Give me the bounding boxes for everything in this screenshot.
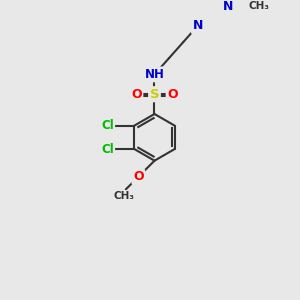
Text: S: S	[150, 88, 159, 101]
Text: O: O	[133, 170, 144, 183]
Text: O: O	[131, 88, 142, 101]
Text: N: N	[223, 0, 233, 13]
Text: NH: NH	[145, 68, 164, 81]
Text: N: N	[192, 20, 203, 32]
Text: CH₃: CH₃	[113, 191, 134, 201]
Text: O: O	[167, 88, 178, 101]
Text: Cl: Cl	[101, 142, 114, 155]
Text: Cl: Cl	[101, 119, 114, 132]
Text: CH₃: CH₃	[249, 1, 270, 11]
